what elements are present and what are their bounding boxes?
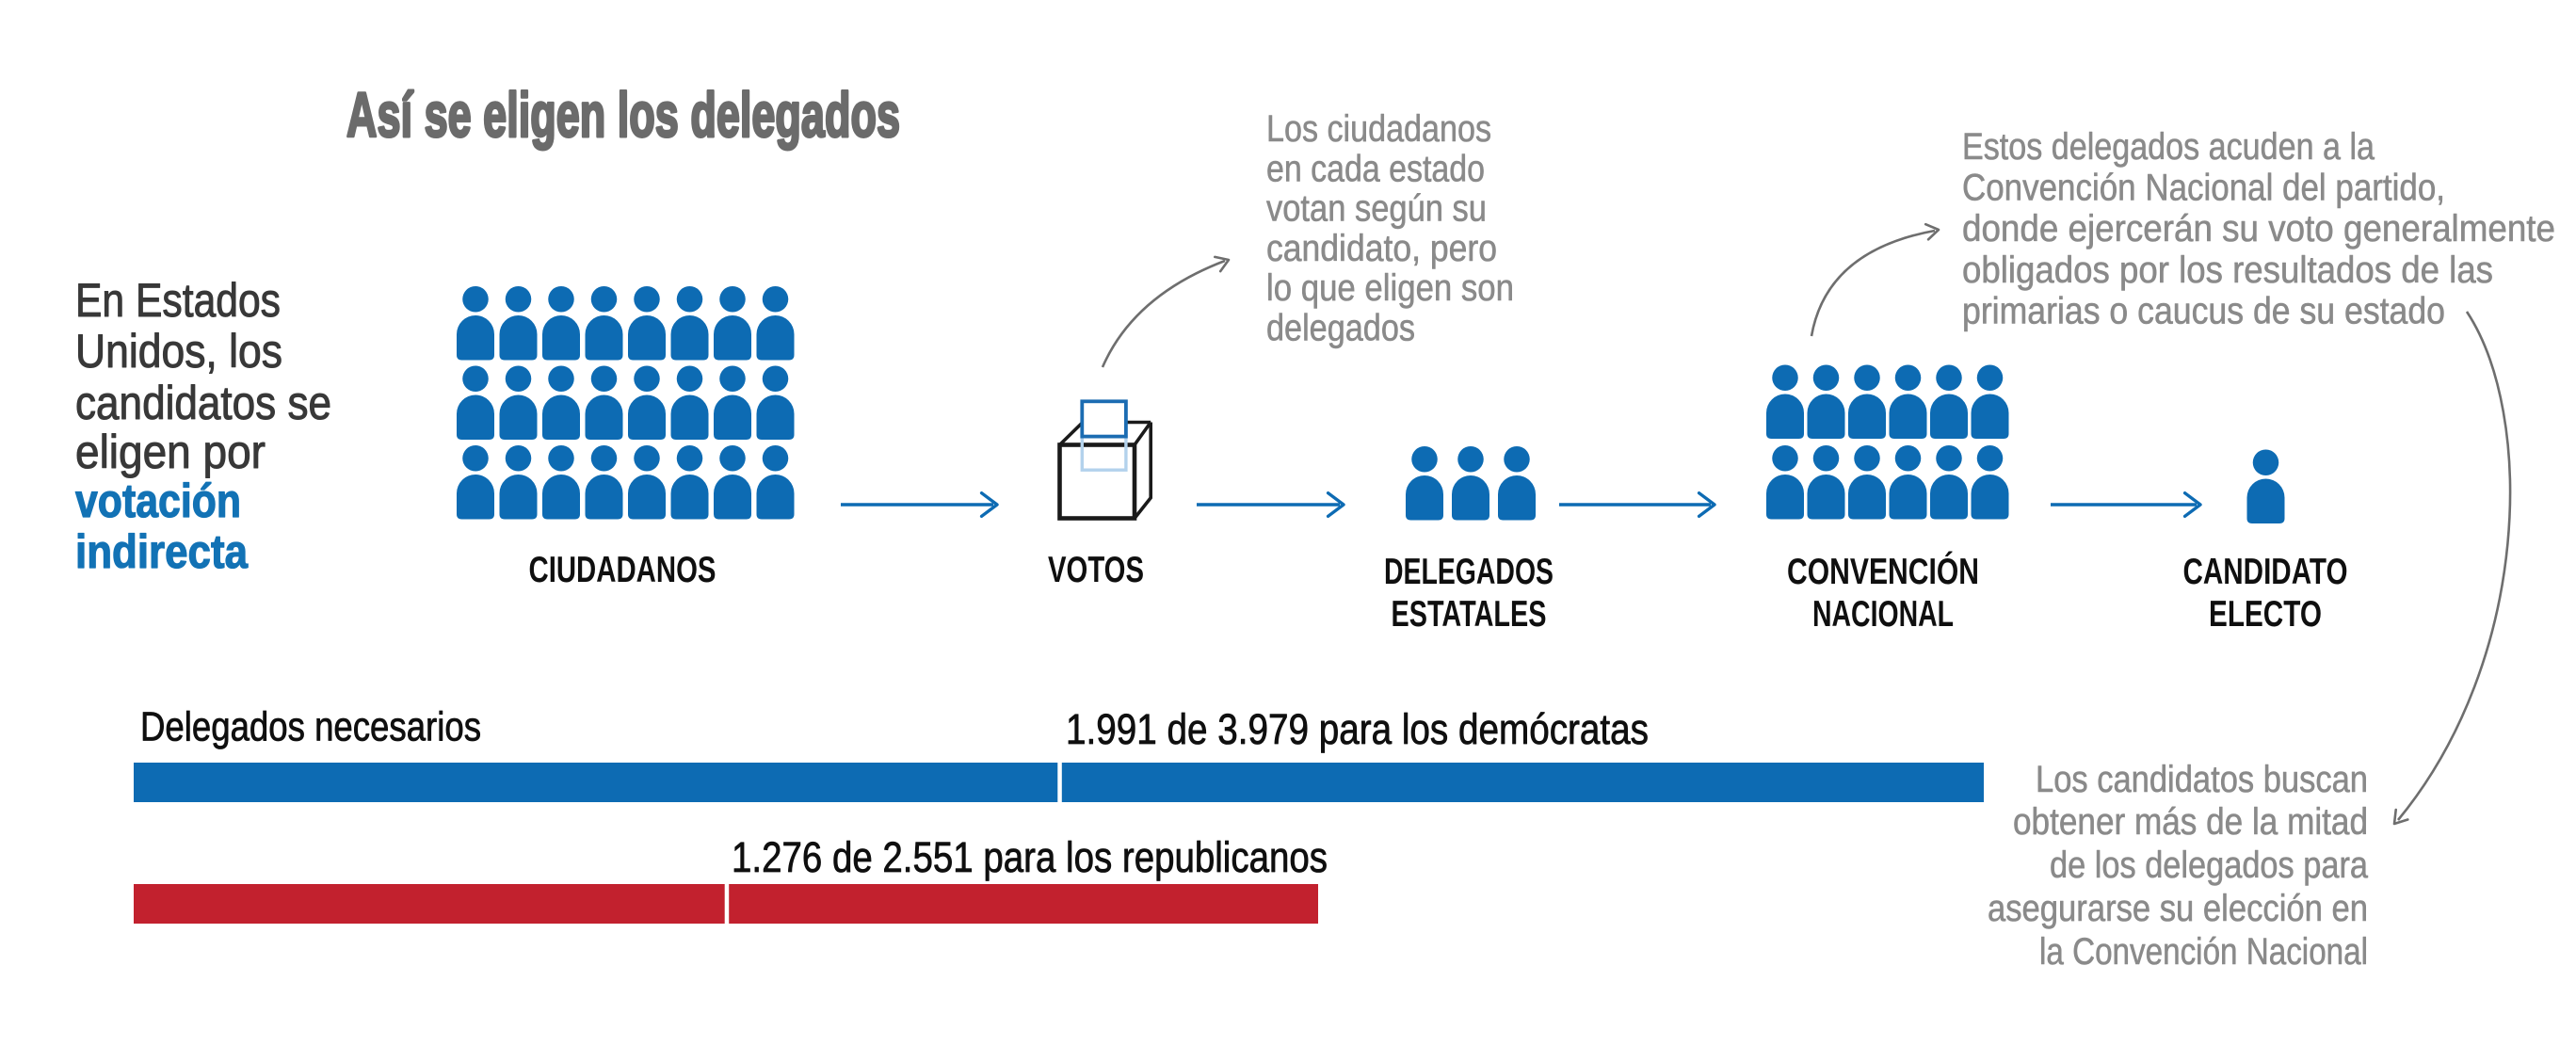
svg-text:CANDIDATO: CANDIDATO	[2183, 552, 2348, 592]
svg-text:Estos delegados acuden a la: Estos delegados acuden a la	[1962, 126, 2375, 168]
svg-text:NACIONAL: NACIONAL	[1812, 594, 1954, 635]
svg-text:eligen por: eligen por	[75, 426, 266, 478]
svg-text:CIUDADANOS: CIUDADANOS	[529, 550, 716, 590]
svg-text:Delegados necesarios: Delegados necesarios	[140, 704, 481, 750]
svg-text:votación: votación	[75, 475, 241, 527]
svg-text:la Convención Nacional: la Convención Nacional	[2039, 931, 2368, 973]
svg-text:obtener más de la mitad: obtener más de la mitad	[2013, 801, 2368, 843]
svg-text:delegados: delegados	[1266, 308, 1415, 349]
svg-text:de los delegados para: de los delegados para	[2050, 845, 2369, 886]
svg-text:1.276 de 2.551 para los republ: 1.276 de 2.551 para los republicanos	[732, 833, 1328, 881]
svg-text:donde ejercerán su voto genera: donde ejercerán su voto generalmente	[1962, 208, 2555, 249]
svg-text:Convención Nacional del partid: Convención Nacional del partido,	[1962, 168, 2445, 209]
svg-text:DELEGADOS: DELEGADOS	[1384, 552, 1554, 592]
svg-text:candidatos se: candidatos se	[75, 377, 331, 429]
svg-text:asegurarse su elección en: asegurarse su elección en	[1988, 888, 2368, 929]
svg-text:obligados por los resultados d: obligados por los resultados de las	[1962, 249, 2493, 291]
svg-text:Así se eligen los delegados: Así se eligen los delegados	[346, 80, 900, 151]
svg-text:Los candidatos buscan: Los candidatos buscan	[2036, 759, 2368, 800]
svg-text:indirecta: indirecta	[75, 525, 249, 578]
svg-text:primarias o caucus de su estad: primarias o caucus de su estado	[1962, 290, 2445, 331]
svg-text:votan según su: votan según su	[1266, 188, 1487, 230]
svg-text:En Estados: En Estados	[75, 274, 281, 327]
svg-text:Unidos, los: Unidos, los	[75, 325, 282, 378]
svg-text:Los ciudadanos: Los ciudadanos	[1266, 108, 1491, 150]
svg-text:1.991 de 3.979 para los demócr: 1.991 de 3.979 para los demócratas	[1066, 705, 1649, 753]
svg-text:lo que eligen son: lo que eligen son	[1266, 267, 1514, 309]
svg-text:ELECTO: ELECTO	[2209, 594, 2322, 635]
svg-text:candidato, pero: candidato, pero	[1266, 228, 1497, 269]
svg-text:CONVENCIÓN: CONVENCIÓN	[1787, 551, 1979, 592]
svg-text:VOTOS: VOTOS	[1048, 550, 1144, 590]
svg-text:en cada estado: en cada estado	[1266, 148, 1485, 189]
svg-text:ESTATALES: ESTATALES	[1392, 594, 1547, 635]
